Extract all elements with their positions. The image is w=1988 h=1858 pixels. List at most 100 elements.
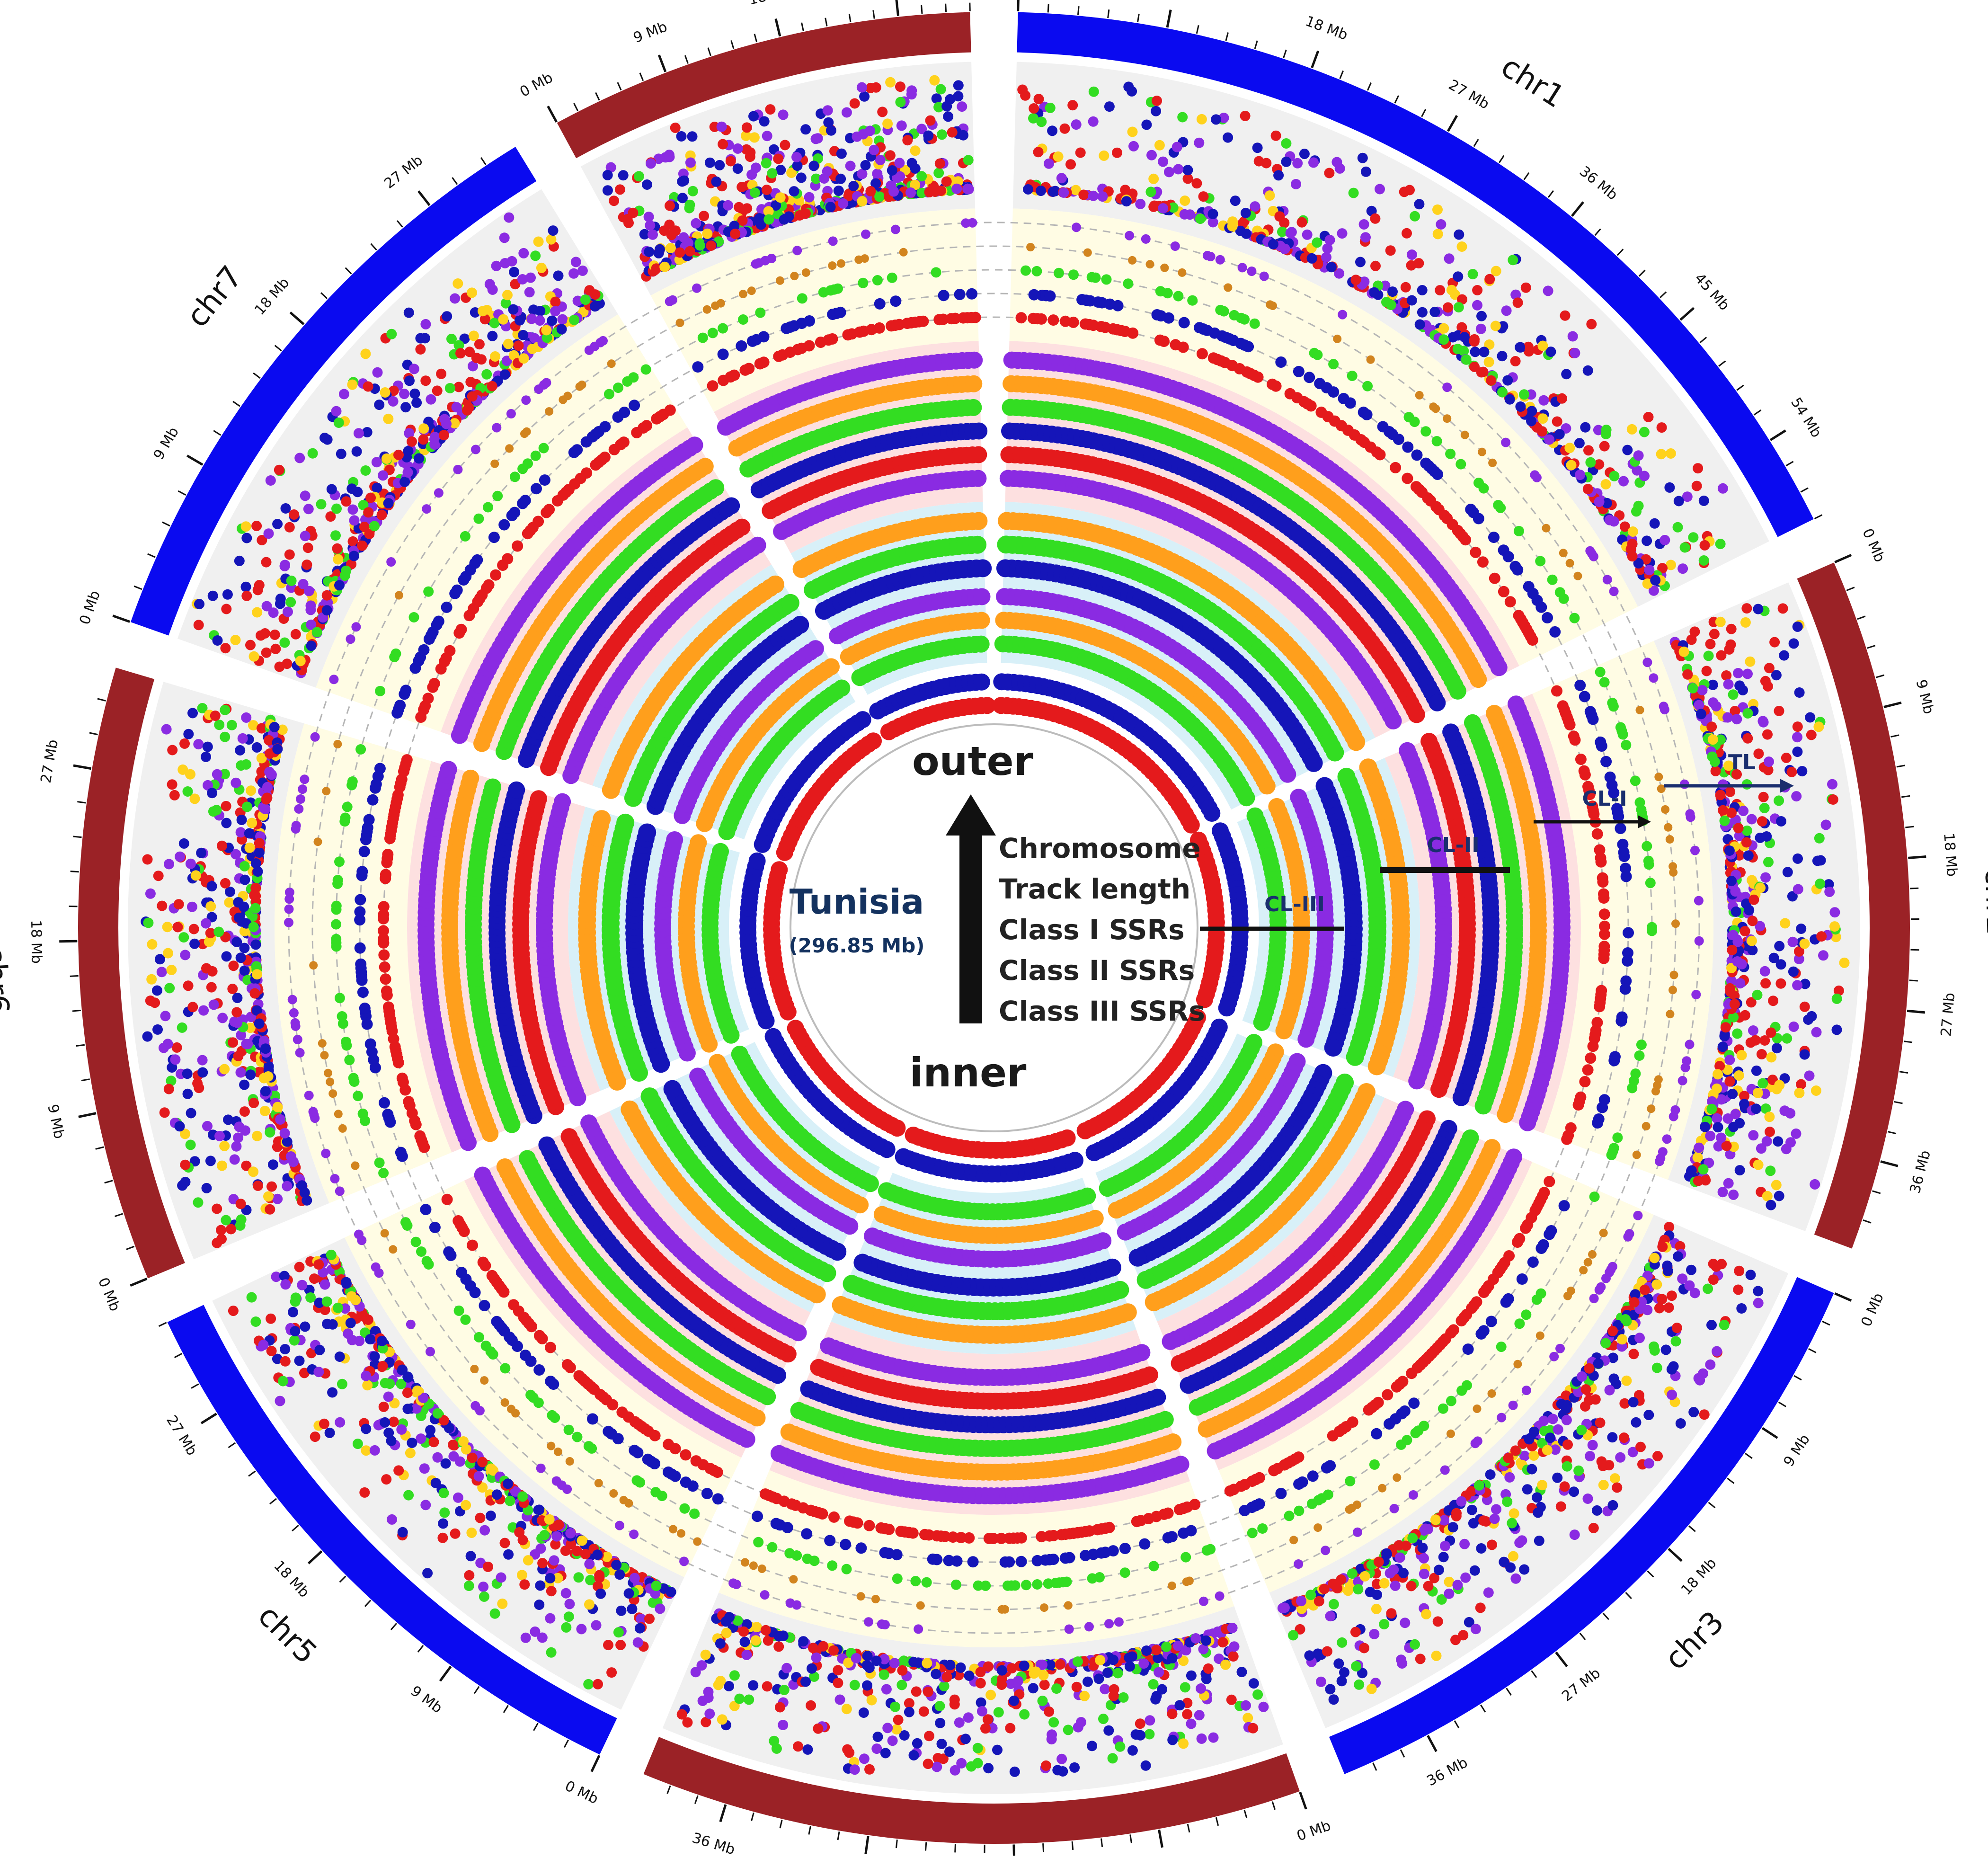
track-length-point bbox=[1319, 1583, 1330, 1594]
track-length-point bbox=[229, 1154, 240, 1165]
track-length-point bbox=[1747, 875, 1757, 886]
ssr-dot bbox=[861, 229, 870, 239]
track-length-point bbox=[1707, 734, 1718, 745]
track-length-point bbox=[1709, 756, 1720, 767]
track-length-point bbox=[659, 261, 670, 272]
ssr-dot bbox=[355, 744, 366, 755]
track-length-point bbox=[1469, 336, 1480, 347]
ssr-dot bbox=[587, 1413, 598, 1425]
track-length-point bbox=[486, 1463, 497, 1474]
ssr-dot bbox=[1497, 1413, 1507, 1422]
track-length-point bbox=[1762, 1191, 1773, 1201]
track-length-point bbox=[1173, 1640, 1183, 1651]
track-length-point bbox=[302, 542, 313, 553]
track-length-point bbox=[241, 533, 252, 543]
track-length-point bbox=[284, 522, 295, 533]
ssr-dot bbox=[1408, 1490, 1418, 1500]
track-length-point bbox=[1413, 258, 1424, 269]
track-length-point bbox=[1435, 285, 1446, 296]
track-length-point bbox=[201, 918, 212, 929]
track-length-point bbox=[573, 1572, 584, 1583]
ssr-dot bbox=[351, 622, 361, 632]
track-length-point bbox=[363, 1314, 373, 1325]
track-length-point bbox=[1736, 1303, 1747, 1314]
track-length-point bbox=[189, 938, 200, 949]
ssr-dot bbox=[1180, 1552, 1191, 1563]
track-length-point bbox=[825, 125, 836, 136]
track-length-point bbox=[352, 1439, 363, 1449]
track-length-point bbox=[778, 1631, 789, 1641]
track-length-point bbox=[212, 635, 223, 646]
track-length-point bbox=[505, 1495, 515, 1506]
track-length-point bbox=[1236, 1667, 1247, 1678]
track-length-point bbox=[1634, 1333, 1645, 1343]
track-length-point bbox=[536, 262, 547, 273]
ssr-dot bbox=[1573, 571, 1582, 580]
ssr-dot bbox=[1215, 255, 1225, 265]
track-length-point bbox=[416, 1433, 426, 1444]
ssr-dot bbox=[1513, 1360, 1522, 1369]
track-length-point bbox=[1099, 150, 1109, 161]
track-length-point bbox=[383, 498, 394, 509]
track-length-point bbox=[862, 1651, 873, 1661]
track-length-point bbox=[192, 1078, 203, 1089]
ssr-dot bbox=[1127, 327, 1139, 339]
ssr-dot bbox=[421, 1256, 432, 1267]
track-length-point bbox=[1135, 1718, 1145, 1729]
track-length-point bbox=[1423, 1581, 1434, 1591]
ssr-dot bbox=[1047, 314, 1059, 326]
track-length-point bbox=[1217, 1637, 1228, 1648]
track-length-point bbox=[646, 158, 656, 169]
track-length-point bbox=[1460, 1572, 1471, 1583]
ssr-dot bbox=[1542, 612, 1553, 623]
track-length-point bbox=[384, 1378, 395, 1389]
track-length-point bbox=[1544, 434, 1554, 445]
track-length-point bbox=[164, 859, 174, 870]
track-length-point bbox=[1582, 1494, 1593, 1504]
ssr-dot bbox=[921, 1577, 932, 1588]
ssr-dot bbox=[749, 1561, 758, 1570]
track-length-point bbox=[1487, 1539, 1497, 1550]
track-length-point bbox=[655, 1603, 666, 1614]
track-length-point bbox=[1650, 575, 1661, 586]
track-length-point bbox=[1093, 1673, 1104, 1684]
ssr-dot bbox=[521, 395, 531, 405]
track-length-point bbox=[1148, 173, 1159, 184]
ssr-dot bbox=[531, 483, 542, 495]
track-length-point bbox=[685, 157, 696, 168]
track-length-point bbox=[1324, 235, 1335, 245]
track-length-point bbox=[1643, 412, 1654, 422]
track-length-point bbox=[412, 1385, 423, 1396]
track-length-point bbox=[1657, 1294, 1668, 1305]
track-length-point bbox=[1127, 86, 1137, 97]
ssr-dot bbox=[1606, 1150, 1617, 1160]
track-length-point bbox=[1582, 484, 1593, 495]
track-length-point bbox=[746, 169, 757, 180]
ssr-dot bbox=[1623, 1232, 1633, 1242]
ssr-dot bbox=[1621, 739, 1632, 750]
track-length-point bbox=[151, 985, 162, 996]
track-length-point bbox=[1723, 679, 1734, 690]
track-length-point bbox=[231, 777, 241, 788]
track-length-point bbox=[1600, 479, 1611, 489]
track-length-point bbox=[882, 118, 893, 129]
track-length-point bbox=[711, 176, 722, 187]
track-length-point bbox=[1109, 1684, 1119, 1695]
track-length-point bbox=[1612, 1482, 1623, 1493]
ssr-dot bbox=[1634, 1050, 1645, 1061]
track-length-point bbox=[147, 939, 158, 950]
track-length-point bbox=[802, 1744, 813, 1755]
track-length-point bbox=[1088, 86, 1099, 97]
track-length-point bbox=[1120, 185, 1131, 196]
track-length-point bbox=[549, 1555, 559, 1566]
track-length-point bbox=[1717, 1041, 1728, 1052]
track-length-point bbox=[1712, 1113, 1722, 1124]
track-length-point bbox=[1557, 393, 1567, 404]
track-length-point bbox=[254, 580, 265, 591]
ssr-dot bbox=[471, 444, 480, 454]
track-length-point bbox=[1512, 297, 1523, 308]
track-length-point bbox=[537, 1558, 548, 1569]
track-length-point bbox=[1360, 166, 1371, 177]
ssr-dot bbox=[1015, 312, 1027, 324]
track-length-point bbox=[1574, 438, 1585, 449]
